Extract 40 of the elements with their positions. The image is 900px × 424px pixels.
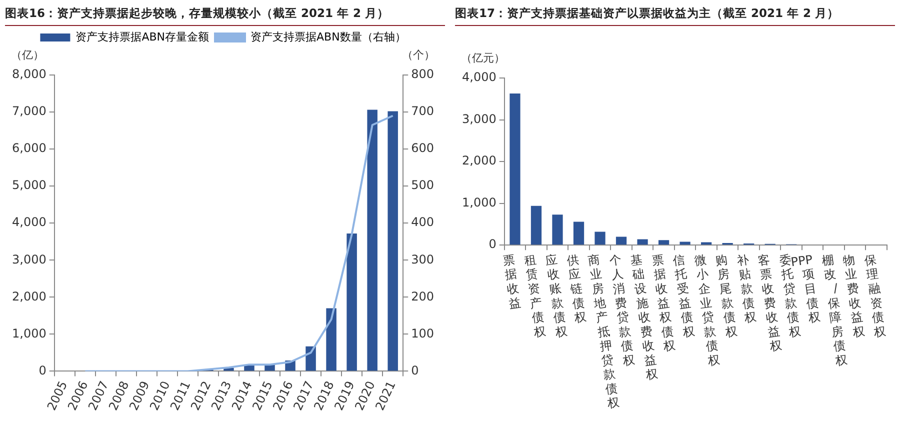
y-tick-label: 2,000 [12, 289, 46, 304]
y2-tick-label: 600 [411, 141, 434, 156]
y-tick-label: 2,000 [462, 154, 496, 168]
chart-title: 图表17：资产支持票据基础资产以票据收益为主（截至 2021 年 2 月） [455, 0, 895, 26]
x-tick-label: 购房尾款债权 [714, 252, 738, 340]
y2-tick-label: 0 [411, 363, 419, 378]
y2-tick-label: 200 [411, 289, 434, 304]
y-axis-title: （亿元） [461, 51, 505, 64]
y-tick-label: 3,000 [12, 252, 46, 266]
y2-tick-label: 100 [411, 326, 434, 340]
y-tick-label: 5,000 [12, 178, 46, 192]
y2-tick-label: 800 [411, 67, 434, 82]
y-axis-title: （亿） [11, 48, 44, 62]
y2-tick-label: 300 [411, 252, 434, 266]
y-tick-label: 1,000 [12, 326, 46, 340]
y-tick-label: 0 [488, 237, 496, 252]
legend-label: 资产支持票据ABN数量（右轴） [250, 30, 406, 44]
x-tick-label: 补贴款债权 [736, 252, 758, 326]
y-tick-label: 3,000 [462, 112, 496, 126]
x-tick-label: 应收账款债权 [544, 252, 568, 340]
y2-tick-label: 500 [411, 178, 434, 192]
legend-label: 资产支持票据ABN存量金额 [76, 30, 210, 44]
x-tick-label: 物业费收益权 [842, 252, 866, 340]
y-tick-label: 8,000 [12, 67, 46, 82]
y-tick-label: 4,000 [462, 70, 496, 84]
y-tick-label: 1,000 [462, 195, 496, 210]
y-tick-label: 7,000 [12, 104, 46, 118]
y-tick-label: 0 [38, 363, 46, 378]
y2-axis-title: （个） [402, 48, 435, 62]
x-tick-label: 保理融资债权 [863, 252, 887, 340]
x-tick-label: 2021 [372, 378, 398, 413]
y-tick-label: 6,000 [12, 141, 46, 156]
y2-tick-label: 700 [411, 104, 434, 118]
chart-title: 图表16：资产支持票据起步较晚，存量规模较小（截至 2021 年 2 月） [5, 0, 445, 26]
x-tick-label: 租赁资产债权 [523, 252, 547, 340]
x-tick-label: 供应链债权 [566, 252, 588, 326]
y-tick-label: 4,000 [12, 215, 46, 230]
x-tick-label: 票据收益 [502, 252, 522, 311]
y2-tick-label: 400 [411, 215, 434, 230]
x-tick-label: 信托受益债权 [672, 252, 696, 340]
